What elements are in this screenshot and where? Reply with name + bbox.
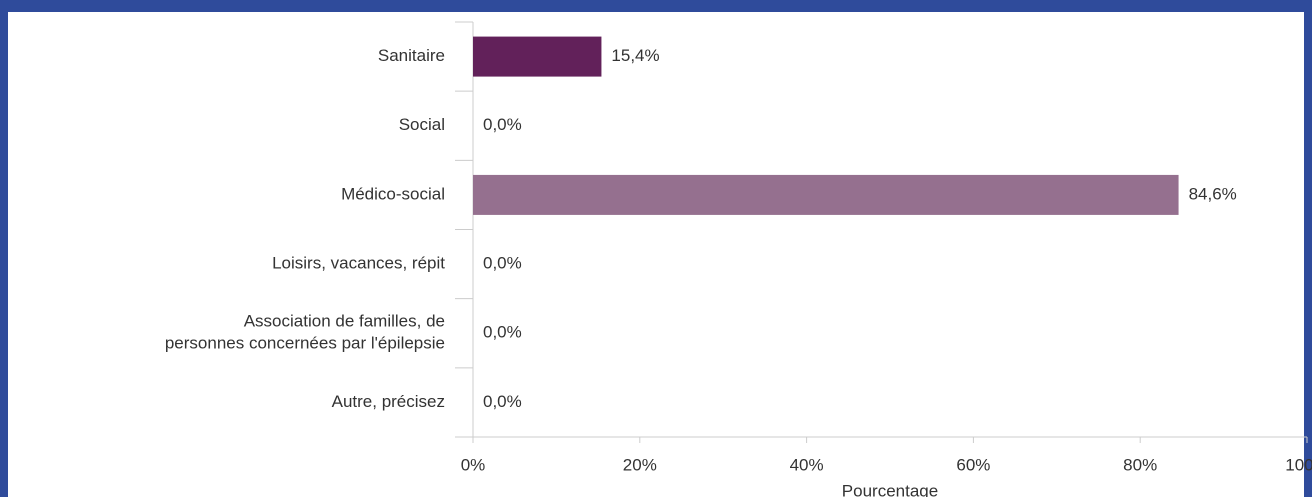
y-tick-label: Loisirs, vacances, répit <box>272 254 445 273</box>
x-tick-label: 60% <box>956 455 990 474</box>
y-tick-label: Social <box>399 115 445 134</box>
bar <box>473 174 1179 215</box>
value-label: 84,6% <box>1189 184 1237 203</box>
y-tick-label: Médico-social <box>341 184 445 203</box>
value-label: 0,0% <box>483 323 522 342</box>
panel <box>8 12 1304 497</box>
x-tick-label: 20% <box>623 455 657 474</box>
y-tick-label: Sanitaire <box>378 46 445 65</box>
x-axis-title: Pourcentage <box>842 481 938 497</box>
y-tick-label: Association de familles, de personnes con… <box>165 312 445 353</box>
x-tick-label: 80% <box>1123 455 1157 474</box>
bar <box>473 36 602 77</box>
value-label: 15,4% <box>611 46 659 65</box>
x-tick-label: 0% <box>461 455 486 474</box>
value-label: 0,0% <box>483 115 522 134</box>
value-label: 0,0% <box>483 254 522 273</box>
y-tick-label: Autre, précisez <box>332 392 445 411</box>
x-tick-label: 40% <box>790 455 824 474</box>
x-tick-label: 100% <box>1285 455 1312 474</box>
value-label: 0,0% <box>483 392 522 411</box>
